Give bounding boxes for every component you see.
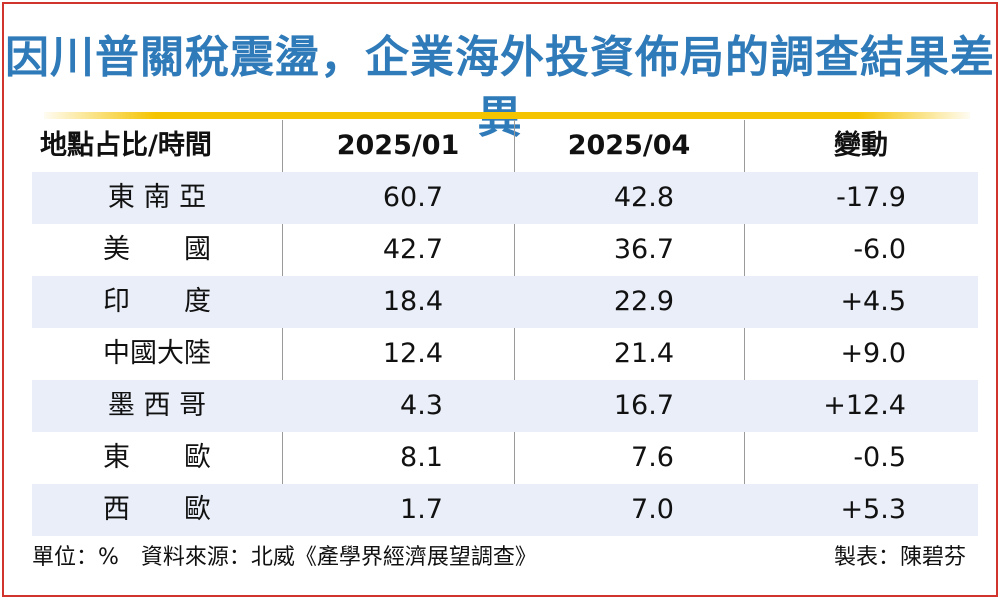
value-change: -17.9: [836, 182, 906, 213]
table-row: 美 國 42.7 36.7 -6.0: [32, 224, 978, 276]
data-table: 地點占比/時間 2025/01 2025/04 變動 東 南 亞 60.7 42…: [32, 120, 978, 536]
value-2025-04: 22.9: [613, 286, 674, 317]
value-2025-01: 60.7: [382, 182, 443, 213]
value-2025-01: 8.1: [400, 442, 443, 473]
value-2025-01: 42.7: [382, 234, 443, 265]
header-location: 地點占比/時間: [40, 130, 212, 161]
value-2025-01: 4.3: [400, 390, 443, 421]
location-cell: 美 國: [103, 234, 211, 265]
value-change: +4.5: [840, 286, 906, 317]
table-header-row: 地點占比/時間 2025/01 2025/04 變動: [32, 120, 978, 172]
value-2025-04: 42.8: [613, 182, 674, 213]
value-2025-04: 36.7: [613, 234, 674, 265]
location-cell: 墨 西 哥: [107, 390, 207, 421]
table-row: 墨 西 哥 4.3 16.7 +12.4: [32, 380, 978, 432]
credit-note: 製表：陳碧芬: [833, 545, 966, 570]
value-change: +12.4: [823, 390, 906, 421]
value-2025-01: 18.4: [382, 286, 443, 317]
location-cell: 中國大陸: [103, 338, 211, 369]
source-note: 單位：% 資料來源：北威《產學界經濟展望調查》: [32, 545, 537, 570]
value-2025-04: 21.4: [613, 338, 674, 369]
table-row: 東 南 亞 60.7 42.8 -17.9: [32, 172, 978, 224]
footer: 單位：% 資料來源：北威《產學界經濟展望調查》 製表：陳碧芬: [32, 540, 974, 576]
value-change: -6.0: [853, 234, 906, 265]
value-2025-01: 1.7: [400, 494, 443, 525]
value-change: +5.3: [840, 494, 906, 525]
value-2025-04: 16.7: [613, 390, 674, 421]
location-cell: 印 度: [103, 286, 211, 317]
value-2025-01: 12.4: [382, 338, 443, 369]
location-cell: 東 歐: [103, 442, 211, 473]
header-change: 變動: [834, 130, 888, 161]
header-2025-01: 2025/01: [336, 130, 460, 161]
value-change: -0.5: [853, 442, 906, 473]
table-row: 中國大陸 12.4 21.4 +9.0: [32, 328, 978, 380]
table-row: 印 度 18.4 22.9 +4.5: [32, 276, 978, 328]
table-row: 西 歐 1.7 7.0 +5.3: [32, 484, 978, 536]
title-underline: [44, 112, 970, 119]
header-2025-04: 2025/04: [567, 130, 691, 161]
value-change: +9.0: [840, 338, 906, 369]
table-row: 東 歐 8.1 7.6 -0.5: [32, 432, 978, 484]
value-2025-04: 7.6: [631, 442, 674, 473]
value-2025-04: 7.0: [631, 494, 674, 525]
location-cell: 西 歐: [103, 494, 211, 525]
location-cell: 東 南 亞: [107, 182, 207, 213]
